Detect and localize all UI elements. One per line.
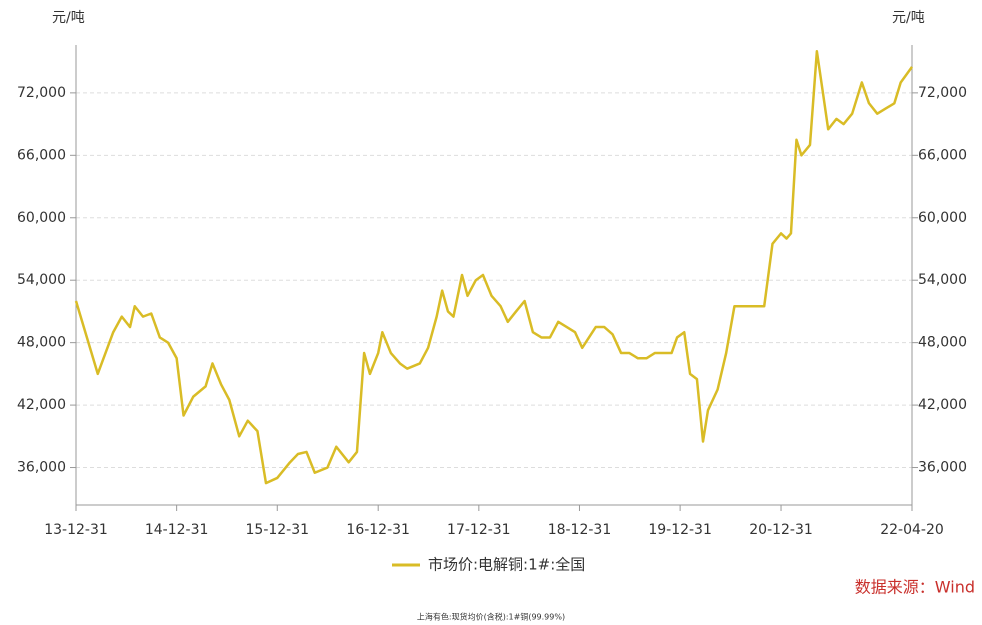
footnote: 上海有色:现货均价(含税):1#铜(99.99%) — [417, 612, 565, 622]
x-tick-label: 20-12-31 — [749, 522, 813, 538]
x-tick-label: 14-12-31 — [145, 522, 209, 538]
x-tick-label: 22-04-20 — [880, 522, 944, 538]
x-tick-label: 13-12-31 — [44, 522, 108, 538]
x-tick-label: 19-12-31 — [648, 522, 712, 538]
source: 数据来源：Wind — [855, 578, 975, 597]
y-tick-label: 54,000 — [17, 272, 66, 288]
y-tick-label: 60,000 — [17, 210, 66, 226]
data-line — [74, 49, 914, 485]
y2-axis-label: 元/吨 — [892, 10, 925, 26]
y-tick-label: 36,000 — [17, 460, 66, 476]
y2-tick-label: 54,000 — [918, 272, 967, 288]
y2-tick-label: 48,000 — [918, 335, 967, 351]
y2-tick-label: 66,000 — [918, 147, 967, 163]
y2-tick-label: 60,000 — [918, 210, 967, 226]
x-tick-label: 15-12-31 — [246, 522, 310, 538]
y-axis-label: 元/吨 — [52, 10, 85, 26]
x-tick-label: 18-12-31 — [548, 522, 612, 538]
y2-tick-label: 42,000 — [918, 397, 967, 413]
y2-tick-label: 72,000 — [918, 85, 967, 101]
y2-tick-label: 36,000 — [918, 460, 967, 476]
x-tick-label: 17-12-31 — [447, 522, 511, 538]
x-tick-label: 16-12-31 — [346, 522, 410, 538]
legend-label: 市场价:电解铜:1#:全国 — [428, 556, 585, 574]
y-tick-label: 72,000 — [17, 85, 66, 101]
y-tick-label: 48,000 — [17, 335, 66, 351]
y-tick-label: 42,000 — [17, 397, 66, 413]
y-tick-label: 66,000 — [17, 147, 66, 163]
